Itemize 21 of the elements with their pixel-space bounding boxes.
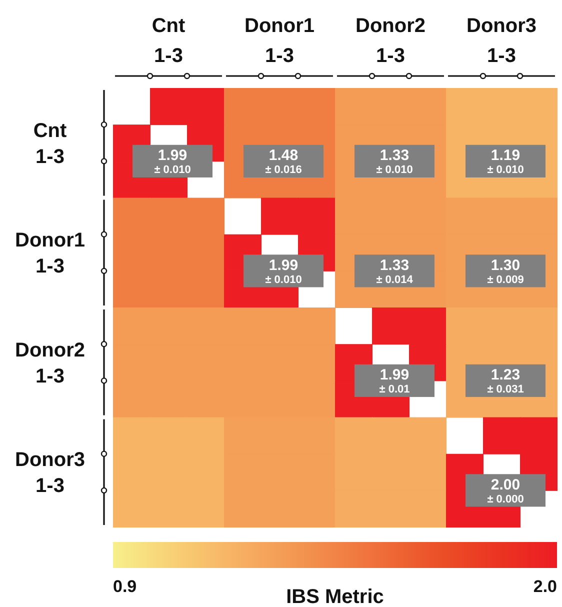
x-tick-label: Cnt 1-3: [152, 15, 186, 67]
data-label: 1.33 ± 0.014: [376, 256, 414, 286]
color-bar-label: 2.0: [533, 577, 557, 596]
text: 1.99 ± 0.01: [379, 366, 410, 396]
color-bar-title: IBS Metric: [286, 586, 384, 607]
data-label: 1.30 ± 0.009: [487, 256, 524, 286]
x-tick-label: Donor1 1-3: [244, 15, 314, 67]
y-tick-label: Donor1 1-3: [15, 230, 85, 278]
text: 1.99 ± 0.010: [265, 256, 302, 286]
text: 2.00 ± 0.000: [487, 476, 524, 506]
data-label: 1.19 ± 0.010: [487, 147, 524, 176]
y-tick-label: Donor3 1-3: [15, 449, 85, 498]
y-tick-label: Donor2 1-3: [15, 339, 85, 388]
data-label: 1.23 ± 0.031: [487, 366, 524, 396]
color-bar-label: 0.9: [113, 577, 137, 596]
text: 1.99 ± 0.010: [154, 147, 191, 176]
data-label: 1.33 ± 0.010: [376, 147, 413, 176]
x-tick-label: Donor2 1-3: [356, 15, 426, 67]
x-tick-label: Donor3 1-3: [466, 15, 536, 67]
data-label: 1.48 ± 0.016: [265, 147, 302, 176]
y-tick-label: Cnt 1-3: [33, 120, 67, 168]
